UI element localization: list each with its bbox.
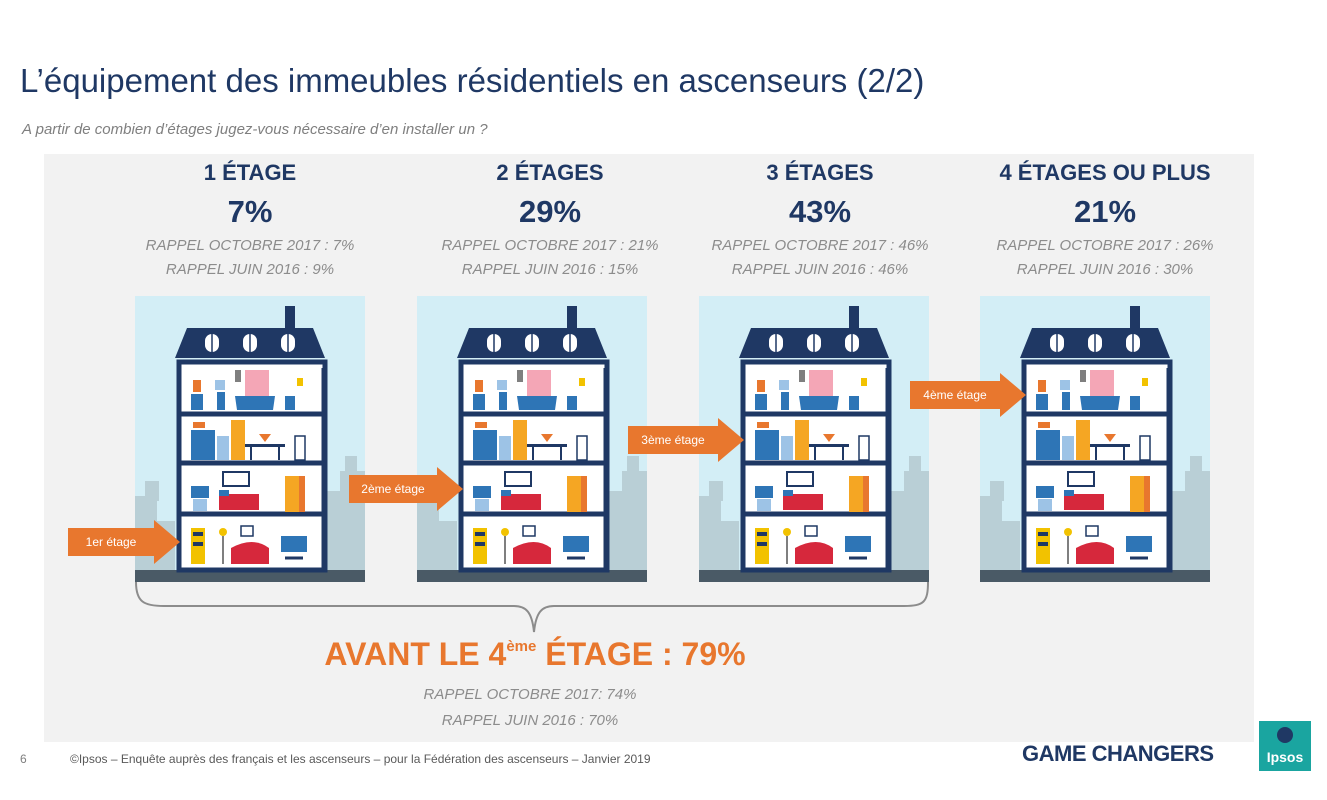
category-percentage: 21% — [1073, 194, 1137, 229]
building-illustration-2 — [417, 296, 647, 582]
rappel-juin: RAPPEL JUIN 2016 : 46% — [731, 261, 909, 278]
summary-rappels: RAPPEL OCTOBRE 2017: 74% RAPPEL JUIN 201… — [330, 682, 730, 734]
rappel-juin: RAPPEL JUIN 2016 : 9% — [165, 261, 335, 278]
category-label: 1 ÉTAGE — [203, 160, 297, 185]
rappel-octobre: RAPPEL OCTOBRE 2017 : 21% — [441, 237, 659, 254]
arrow-head-icon — [718, 418, 744, 462]
arrow-label: 3ème étage — [628, 426, 718, 454]
arrow-head-icon — [437, 467, 463, 511]
logo-text: Ipsos — [1266, 749, 1304, 765]
page-title: L’équipement des immeubles résidentiels … — [20, 62, 925, 99]
category-percentage: 43% — [788, 194, 852, 229]
game-changers-tagline: GAME CHANGERS — [1022, 741, 1214, 766]
category-percentage: 29% — [518, 194, 582, 229]
ipsos-logo: Ipsos — [1259, 721, 1311, 771]
summary-prefix: AVANT LE 4 — [324, 636, 507, 672]
summary-headline: AVANT LE 4ème ÉTAGE : 79% — [290, 636, 780, 673]
summary-rappel-octobre: RAPPEL OCTOBRE 2017: 74% — [423, 686, 637, 703]
rappel-octobre: RAPPEL OCTOBRE 2017 : 46% — [711, 237, 929, 254]
rappel-juin: RAPPEL JUIN 2016 : 15% — [461, 261, 639, 278]
category-label: 4 ÉTAGES OU PLUS — [999, 160, 1211, 185]
arrow-label: 2ème étage — [349, 475, 437, 503]
category-label: 3 ÉTAGES — [766, 160, 874, 185]
rappel-juin: RAPPEL JUIN 2016 : 30% — [1016, 261, 1194, 278]
category-percentage: 7% — [227, 194, 273, 229]
column-3-etages: 3 ÉTAGES 43% RAPPEL OCTOBRE 2017 : 46% R… — [675, 158, 965, 282]
building-illustration-3 — [699, 296, 929, 582]
building-illustration-4 — [980, 296, 1210, 582]
arrow-label: 1er étage — [68, 528, 154, 556]
arrow-label: 4ème étage — [910, 381, 1000, 409]
column-4-etages-ou-plus: 4 ÉTAGES OU PLUS 21% RAPPEL OCTOBRE 2017… — [960, 158, 1250, 282]
rappel-octobre: RAPPEL OCTOBRE 2017 : 7% — [145, 237, 355, 254]
footer-source: ©Ipsos – Enquête auprès des français et … — [70, 752, 651, 766]
page-number: 6 — [20, 752, 27, 766]
category-label: 2 ÉTAGES — [496, 160, 604, 185]
grouping-brace-icon — [135, 582, 929, 633]
arrow-head-icon — [1000, 373, 1026, 417]
logo-mark-icon — [1277, 727, 1293, 743]
column-1-etage: 1 ÉTAGE 7% RAPPEL OCTOBRE 2017 : 7% RAPP… — [105, 158, 395, 282]
arrow-head-icon — [154, 520, 180, 564]
summary-sup: ème — [506, 638, 537, 655]
building-illustration-1 — [135, 296, 365, 582]
rappel-octobre: RAPPEL OCTOBRE 2017 : 26% — [996, 237, 1214, 254]
summary-suffix: ÉTAGE : 79% — [536, 636, 746, 672]
column-2-etages: 2 ÉTAGES 29% RAPPEL OCTOBRE 2017 : 21% R… — [405, 158, 695, 282]
summary-rappel-juin: RAPPEL JUIN 2016 : 70% — [441, 712, 619, 729]
survey-question: A partir de combien d’étages jugez-vous … — [22, 121, 488, 138]
